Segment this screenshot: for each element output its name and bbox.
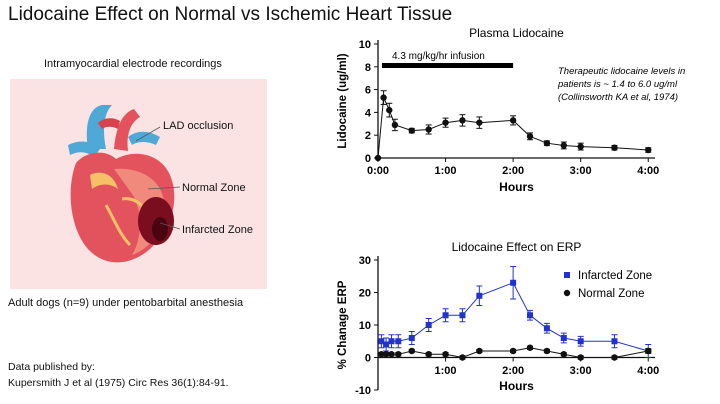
data-point	[459, 354, 466, 361]
y-tick-label: 6	[365, 85, 371, 97]
plasma-lidocaine-chart: Plasma Lidocaine 0 2 4 6 8 10 0:00 1:00 2:00 3:00 4…	[337, 26, 685, 194]
series-line	[381, 347, 649, 359]
y-tick-label: 8	[365, 62, 371, 74]
y-tick-label: 30	[359, 255, 371, 267]
data-point	[442, 351, 449, 358]
data-point	[378, 338, 385, 345]
therapeutic-note-line: patients is ~ 1.4 to 6.0 ug/ml	[557, 79, 678, 90]
x-axis-label: Hours	[499, 379, 534, 393]
data-point	[543, 139, 551, 147]
slide-title: Lidocaine Effect on Normal vs Ischemic H…	[8, 4, 453, 25]
y-tick-label: 0	[365, 153, 371, 165]
publication-citation: Kupersmith J et al (1975) Circ Res 36(1)…	[8, 377, 229, 389]
y-tick-label: -10	[355, 385, 371, 397]
data-point	[645, 146, 652, 154]
y-tick-label: 2	[365, 130, 371, 142]
data-point	[611, 354, 618, 361]
data-point	[645, 347, 652, 355]
x-tick-label: 2:00	[502, 365, 524, 377]
data-point	[395, 351, 402, 358]
data-point	[391, 121, 399, 129]
data-point	[459, 312, 466, 319]
data-point	[386, 106, 393, 114]
data-point	[611, 338, 618, 345]
x-tick-label: 4:00	[637, 165, 659, 177]
data-point	[388, 338, 395, 345]
legend-label-normal: Normal Zone	[578, 288, 644, 300]
data-point	[509, 347, 517, 355]
data-point	[476, 119, 483, 126]
y-tick-label: 10	[359, 39, 371, 51]
heart-diagram-panel: LAD occlusion Normal Zone Infarcted Zone	[10, 79, 267, 289]
x-tick-label: 3:00	[570, 165, 592, 177]
data-point	[388, 351, 395, 358]
publication-heading: Data published by:	[8, 361, 95, 373]
data-point	[383, 341, 390, 348]
data-point	[380, 94, 387, 101]
data-point	[510, 279, 517, 286]
infusion-annotation: 4.3 mg/kg/hr infusion	[392, 51, 485, 62]
heart-icon: LAD occlusion Normal Zone Infarcted Zone	[68, 105, 253, 263]
data-point	[442, 119, 449, 126]
data-point	[526, 133, 534, 140]
y-tick-label: 0	[365, 353, 371, 365]
data-point	[476, 292, 483, 299]
x-tick-label: 1:00	[435, 365, 457, 377]
normal-zone-label: Normal Zone	[182, 182, 246, 194]
subjects-note: Adult dogs (n=9) under pentobarbital ane…	[8, 297, 244, 309]
legend-label-infarcted: Infarcted Zone	[578, 270, 652, 282]
diagram-caption: Intramyocardial electrode recordings	[44, 58, 222, 70]
infarcted-zone-label: Infarcted Zone	[182, 224, 253, 236]
data-point	[526, 344, 534, 351]
chart-title: Lidocaine Effect on ERP	[452, 240, 582, 254]
data-point	[408, 347, 415, 355]
data-point	[442, 312, 449, 319]
y-tick-label: 10	[359, 320, 371, 332]
infusion-bar	[382, 63, 514, 68]
data-point	[560, 335, 567, 341]
data-point	[425, 126, 432, 133]
x-axis-label: Hours	[499, 180, 534, 194]
y-tick-label: 4	[365, 107, 372, 119]
data-point	[476, 347, 483, 355]
data-point	[408, 335, 415, 341]
data-point	[425, 322, 432, 328]
lad-occlusion-label: LAD occlusion	[163, 120, 233, 132]
data-point	[577, 354, 584, 361]
data-point	[543, 325, 550, 332]
data-point	[509, 117, 517, 124]
y-axis-label: Lidocaine (ug/ml)	[337, 53, 349, 148]
data-point	[611, 144, 618, 151]
legend-marker-infarcted	[564, 272, 570, 278]
data-point	[425, 351, 432, 358]
data-point	[527, 312, 534, 319]
x-tick-label: 4:00	[637, 365, 659, 377]
series-line	[377, 95, 649, 159]
therapeutic-note-line: (Collinsworth KA et al, 1974)	[558, 92, 678, 103]
y-axis-label: % Chanage ERP	[337, 280, 349, 369]
legend-marker-normal	[563, 289, 571, 297]
chart-title: Plasma Lidocaine	[469, 26, 564, 40]
erp-effect-chart: Lidocaine Effect on ERP 30 20 10 0 -10 1:00 2:0…	[337, 240, 659, 397]
data-point	[459, 117, 466, 124]
y-tick-label: 20	[359, 288, 371, 300]
data-point	[378, 351, 385, 358]
series-line	[381, 282, 649, 352]
data-point	[382, 351, 390, 358]
data-point	[577, 143, 584, 150]
data-point	[374, 154, 382, 162]
data-point	[408, 127, 415, 134]
x-tick-label: 0:00	[367, 165, 389, 177]
data-point	[560, 351, 567, 358]
x-tick-label: 1:00	[435, 165, 457, 177]
data-point	[577, 338, 584, 345]
data-point	[543, 347, 551, 355]
data-point	[395, 338, 402, 345]
x-tick-label: 3:00	[570, 365, 592, 377]
x-tick-label: 2:00	[502, 165, 524, 177]
therapeutic-note-line: Therapeutic lidocaine levels in	[558, 66, 685, 77]
data-point	[560, 142, 567, 149]
